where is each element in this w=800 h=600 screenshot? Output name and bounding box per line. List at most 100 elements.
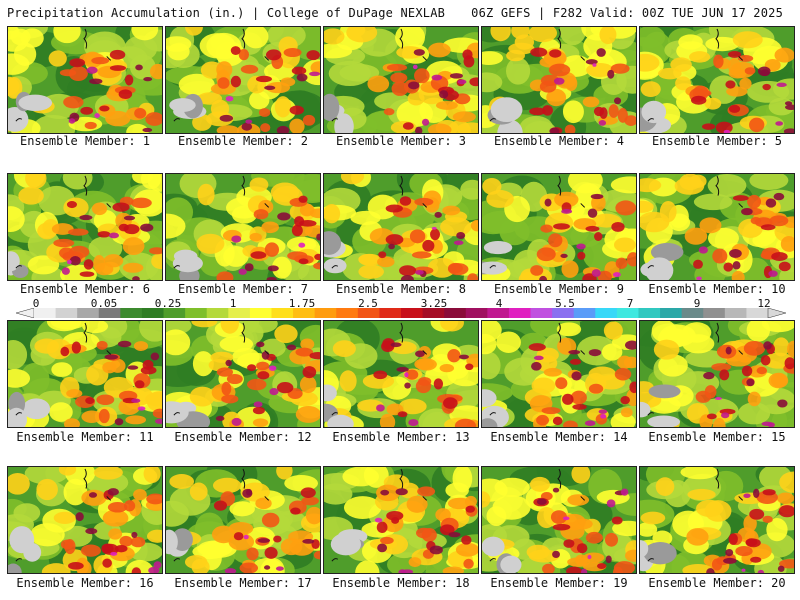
colorbar-tick-label: 0.05	[90, 297, 118, 310]
precip-blob	[266, 82, 291, 94]
precip-blob	[582, 96, 600, 108]
precip-blob	[166, 329, 191, 356]
coastline	[647, 28, 744, 122]
precip-blob	[611, 221, 625, 232]
precip-blob	[746, 321, 771, 342]
precip-blob	[275, 566, 284, 571]
ensemble-member-label-18: Ensemble Member: 18	[332, 576, 470, 590]
precip-blob	[562, 516, 570, 521]
precip-blob	[395, 488, 408, 496]
precip-blob	[567, 174, 603, 194]
precip-blob	[490, 27, 511, 42]
precip-blob	[123, 224, 140, 235]
precip-blob	[101, 543, 114, 554]
precip-blob	[470, 219, 478, 232]
precip-blob	[706, 568, 715, 573]
precip-blob	[386, 63, 408, 72]
precip-blob	[653, 339, 680, 360]
precip-blob	[593, 106, 605, 117]
colorbar-swatch	[34, 308, 57, 318]
precip-blob	[213, 500, 228, 511]
chart-title: Precipitation Accumulation (in.) | Colle…	[7, 6, 446, 20]
colorbar-swatch	[660, 308, 683, 318]
precip-blob	[261, 221, 279, 234]
coastline	[15, 468, 112, 562]
precip-blob	[81, 410, 102, 423]
precip-blob	[552, 523, 571, 531]
dry-area	[169, 98, 196, 113]
precip-blob	[564, 124, 576, 133]
precip-blob	[133, 488, 147, 501]
precip-blob	[398, 398, 427, 415]
precip-blob	[530, 265, 544, 276]
ensemble-member-label-20: Ensemble Member: 20	[648, 576, 786, 590]
precip-blob	[273, 535, 282, 543]
precip-blob	[166, 213, 186, 239]
ensemble-map-10	[639, 173, 795, 281]
precip-blob	[388, 243, 395, 250]
precip-blob	[68, 562, 84, 570]
precip-blob	[71, 341, 82, 354]
precip-blob	[243, 27, 269, 49]
precip-blob	[727, 51, 742, 58]
coastline	[647, 322, 744, 416]
coastline	[15, 28, 112, 122]
precip-blob	[600, 413, 607, 419]
precip-blob	[206, 32, 242, 60]
precip-blob	[620, 488, 629, 496]
precip-blob	[313, 262, 320, 270]
ensemble-map-19	[481, 466, 637, 574]
precip-blob	[396, 46, 424, 59]
precip-blob	[567, 494, 590, 506]
precip-blob	[85, 397, 95, 405]
colorbar-swatch	[422, 308, 445, 318]
precip-blob	[142, 359, 154, 371]
precip-blob	[123, 215, 136, 221]
precip-blob	[749, 543, 772, 560]
precip-blob	[191, 558, 210, 573]
precip-blob	[255, 497, 272, 510]
precip-blob	[729, 249, 742, 258]
precip-field	[640, 27, 794, 133]
precip-blob	[316, 233, 320, 241]
precip-blob	[41, 563, 71, 573]
precip-blob	[723, 262, 734, 272]
precip-blob	[62, 174, 93, 190]
precip-blob	[576, 243, 586, 250]
precip-blob	[760, 69, 770, 77]
precip-blob	[127, 365, 139, 370]
precip-blob	[784, 357, 794, 370]
precip-blob	[625, 549, 636, 562]
precip-blob	[257, 371, 270, 380]
precip-blob	[544, 198, 552, 207]
colorbar-swatch	[185, 308, 208, 318]
precip-blob	[467, 273, 478, 280]
precip-blob	[276, 382, 294, 394]
precip-blob	[252, 406, 265, 415]
precip-blob	[783, 128, 794, 133]
precip-blob	[553, 223, 570, 230]
precip-blob	[225, 359, 232, 367]
precip-blob	[239, 562, 259, 573]
precip-blob	[244, 321, 278, 334]
precip-blob	[51, 362, 73, 377]
precip-blob	[178, 73, 215, 96]
precip-blob	[529, 476, 550, 492]
precip-blob	[408, 419, 419, 426]
precip-blob	[386, 510, 404, 521]
colorbar-right-arrow	[767, 308, 786, 318]
precip-blob	[598, 409, 608, 414]
precip-blob	[604, 532, 619, 547]
precip-blob	[274, 96, 292, 118]
precip-blob	[289, 118, 305, 133]
precip-blob	[30, 523, 65, 547]
precip-blob	[414, 68, 430, 84]
precip-blob	[707, 174, 747, 198]
precip-blob	[221, 394, 239, 404]
precip-blob	[537, 507, 557, 529]
precip-blob	[340, 174, 365, 185]
precip-blob	[731, 270, 745, 280]
precip-blob	[301, 496, 319, 506]
coastline	[15, 322, 112, 416]
precip-blob	[640, 511, 666, 525]
